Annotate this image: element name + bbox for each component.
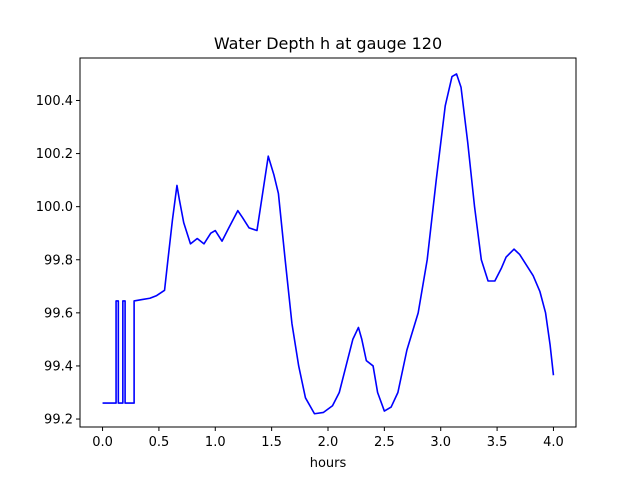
plot-frame [79, 57, 577, 428]
y-tick-label: 99.6 [44, 306, 73, 321]
x-tick-label: 3.5 [487, 435, 508, 450]
x-tick-label: 2.0 [318, 435, 339, 450]
x-axis: 0.0 0.5 1.0 1.5 2.0 2.5 3.0 3.5 4.0 [92, 427, 564, 450]
y-tick-label: 100.0 [36, 200, 73, 215]
x-tick-label: 1.5 [261, 435, 282, 450]
chart-title: Water Depth h at gauge 120 [214, 34, 442, 53]
x-tick-label: 1.0 [205, 435, 226, 450]
x-tick-label: 2.5 [374, 435, 395, 450]
y-tick-label: 99.2 [44, 413, 73, 428]
x-axis-label: hours [310, 456, 347, 471]
x-tick-label: 0.0 [92, 435, 113, 450]
y-tick-label: 99.8 [44, 253, 73, 268]
y-tick-label: 100.2 [36, 147, 73, 162]
plot-area [102, 73, 555, 415]
x-tick-label: 3.0 [430, 435, 451, 450]
y-axis: 99.2 99.4 99.6 99.8 100.0 100.2 100.4 [36, 94, 80, 428]
series-line-0 [102, 73, 555, 415]
x-tick-label: 4.0 [543, 435, 564, 450]
y-tick-label: 100.4 [36, 94, 73, 109]
x-tick-label: 0.5 [149, 435, 170, 450]
y-tick-label: 99.4 [44, 359, 73, 374]
